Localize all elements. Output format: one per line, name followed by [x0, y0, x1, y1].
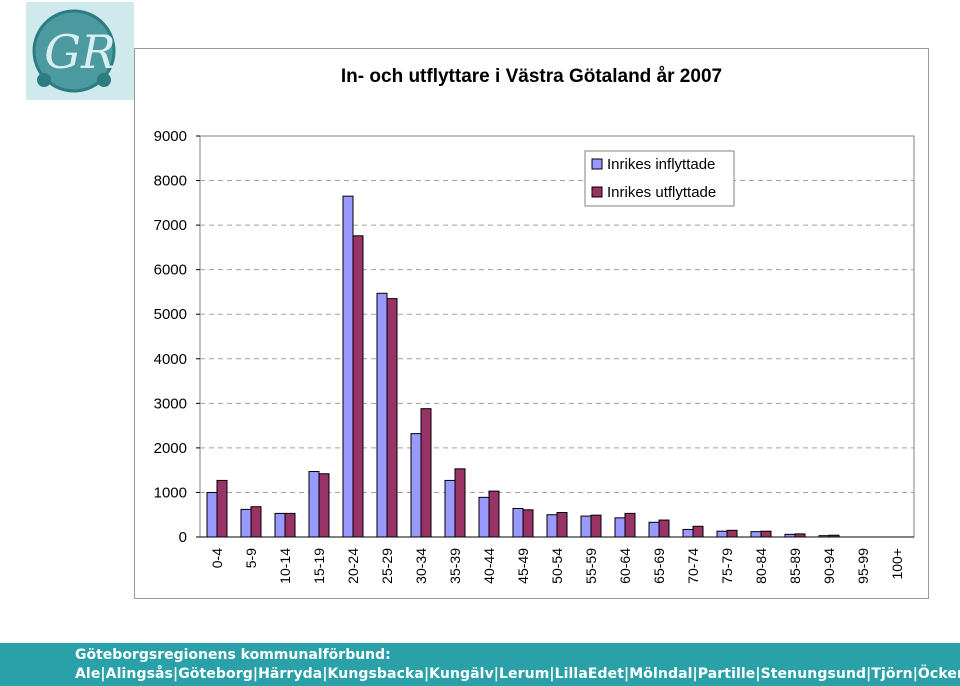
x-tick-label: 60-64: [617, 548, 633, 584]
bar-inflyttade: [512, 507, 524, 538]
bar-inflyttade: [206, 491, 218, 538]
bar-inflyttade: [410, 433, 422, 538]
bar-utflyttade: [522, 509, 534, 538]
x-tick-label: 5-9: [243, 548, 259, 568]
x-tick-label: 35-39: [447, 548, 463, 584]
bar-inflyttade: [376, 292, 388, 538]
chart-title: In- och utflyttare i Västra Götaland år …: [340, 66, 723, 87]
y-tick-label: 3000: [154, 395, 187, 412]
legend-box: [584, 150, 735, 207]
bar-utflyttade: [692, 525, 704, 538]
legend-label: Inrikes utflyttade: [607, 184, 716, 201]
bar-inflyttade: [342, 195, 354, 538]
x-tick-label: 85-89: [787, 548, 803, 584]
x-tick-label: 90-94: [821, 548, 837, 584]
bar-utflyttade: [760, 530, 772, 538]
bar-utflyttade: [318, 473, 330, 538]
x-tick-label: 80-84: [753, 548, 769, 584]
bar-inflyttade: [716, 530, 728, 538]
x-tick-label: 70-74: [685, 548, 701, 584]
legend-label: Inrikes inflyttade: [607, 156, 715, 173]
plot-area: [199, 135, 915, 538]
bar-inflyttade: [818, 535, 830, 538]
bar-utflyttade: [658, 519, 670, 538]
bar-inflyttade: [240, 508, 252, 538]
bar-utflyttade: [352, 235, 364, 538]
x-tick-label: 65-69: [651, 548, 667, 584]
bar-inflyttade: [784, 533, 796, 538]
y-tick-label: 5000: [154, 306, 187, 323]
legend-swatch: [591, 186, 603, 198]
y-tick-label: 8000: [154, 173, 187, 190]
x-tick-label: 15-19: [311, 548, 327, 584]
x-tick-label: 55-59: [583, 548, 599, 584]
bar-utflyttade: [726, 529, 738, 538]
bar-inflyttade: [682, 528, 694, 538]
bar-utflyttade: [488, 490, 500, 538]
bar-utflyttade: [590, 514, 602, 538]
bar-utflyttade: [624, 512, 636, 538]
bar-inflyttade: [648, 521, 660, 538]
bar-inflyttade: [274, 512, 286, 538]
bar-utflyttade: [556, 511, 568, 538]
bar-utflyttade: [216, 479, 228, 538]
footer-municipalities: Ale|Alingsås|Göteborg|Härryda|Kungsbacka…: [75, 666, 960, 682]
legend-swatch: [591, 158, 603, 170]
x-tick-label: 40-44: [481, 548, 497, 584]
gr-logo: GR: [26, 2, 134, 100]
bar-utflyttade: [828, 534, 840, 538]
footer-org-name: Göteborgsregionens kommunalförbund:: [75, 647, 391, 663]
bar-inflyttade: [580, 515, 592, 538]
x-tick-label: 95-99: [855, 548, 871, 584]
y-tick-label: 1000: [154, 484, 187, 501]
x-tick-label: 0-4: [209, 548, 225, 568]
bar-utflyttade: [420, 408, 432, 538]
bar-inflyttade: [546, 514, 558, 538]
bar-utflyttade: [454, 468, 466, 538]
footer-banner: Göteborgsregionens kommunalförbund: Ale|…: [0, 643, 960, 686]
bar-utflyttade: [284, 512, 296, 538]
y-tick-label: 9000: [154, 128, 187, 145]
bar-inflyttade: [478, 496, 490, 538]
bar-inflyttade: [308, 471, 320, 538]
bar-inflyttade: [750, 531, 762, 538]
y-tick-label: 6000: [154, 262, 187, 279]
bar-inflyttade: [614, 517, 626, 538]
x-tick-label: 50-54: [549, 548, 565, 584]
x-tick-label: 25-29: [379, 548, 395, 584]
x-tick-label: 10-14: [277, 548, 293, 584]
x-tick-label: 20-24: [345, 548, 361, 584]
bar-inflyttade: [444, 479, 456, 538]
x-tick-label: 30-34: [413, 548, 429, 584]
bar-utflyttade: [250, 506, 262, 538]
x-tick-label: 75-79: [719, 548, 735, 584]
bar-utflyttade: [794, 533, 806, 538]
x-tick-label: 100+: [889, 548, 905, 580]
bar-utflyttade: [386, 298, 398, 538]
y-tick-label: 2000: [154, 440, 187, 457]
y-tick-label: 7000: [154, 217, 187, 234]
y-tick-label: 4000: [154, 351, 187, 368]
x-tick-label: 45-49: [515, 548, 531, 584]
y-tick-label: 0: [179, 529, 187, 546]
logo-lettering: GR: [44, 25, 115, 79]
